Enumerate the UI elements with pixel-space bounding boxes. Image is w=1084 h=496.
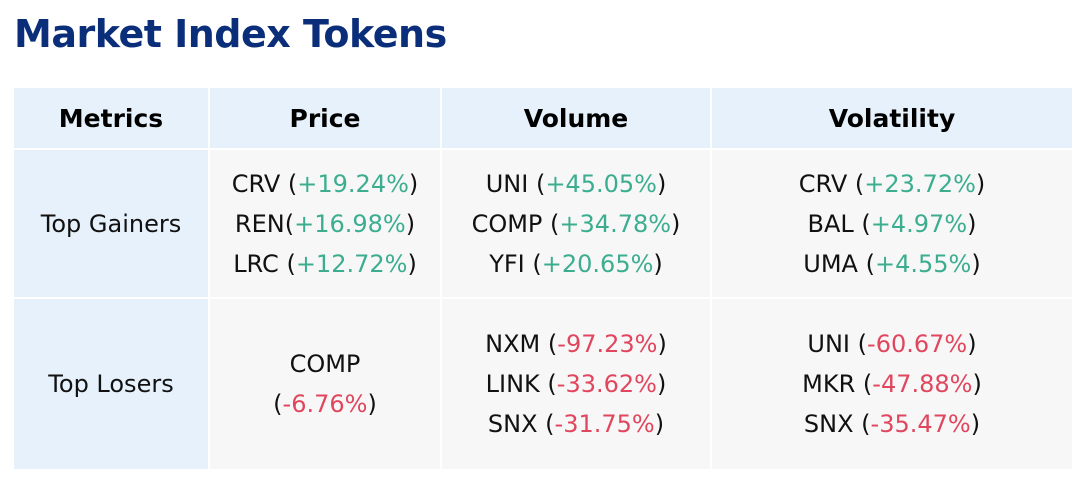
gainers-price-cell: CRV (+19.24%) REN(+16.98%) LRC (+12.72%)	[210, 150, 442, 299]
list-item: BAL (+4.97%)	[807, 209, 977, 238]
header-row: Metrics Price Volume Volatility	[14, 88, 1074, 150]
list-item: COMP	[289, 350, 361, 378]
list-item: (-6.76%)	[273, 390, 377, 418]
losers-price-cell: COMP (-6.76%)	[210, 299, 442, 471]
list-item: YFI (+20.65%)	[489, 249, 663, 278]
list-item: UNI (+45.05%)	[485, 169, 667, 198]
list-item: SNX (-35.47%)	[803, 410, 981, 438]
market-table: Metrics Price Volume Volatility Top Gain…	[14, 88, 1074, 471]
header-volatility: Volatility	[712, 88, 1074, 150]
list-item: SNX (-31.75%)	[487, 410, 665, 438]
row-label-losers: Top Losers	[14, 299, 210, 471]
header-price: Price	[210, 88, 442, 150]
list-item: CRV (+19.24%)	[231, 169, 419, 198]
list-item: MKR (-47.88%)	[802, 370, 982, 398]
gainers-volume-cell: UNI (+45.05%) COMP (+34.78%) YFI (+20.65…	[442, 150, 712, 299]
list-item: LRC (+12.72%)	[233, 249, 417, 278]
table-row-gainers: Top Gainers CRV (+19.24%) REN(+16.98%) L…	[14, 150, 1074, 299]
list-item: REN(+16.98%)	[234, 209, 416, 238]
list-item: LINK (-33.62%)	[485, 370, 667, 398]
list-item: UNI (-60.67%)	[807, 330, 977, 358]
list-item: UMA (+4.55%)	[803, 249, 981, 278]
losers-volatility-cell: UNI (-60.67%) MKR (-47.88%) SNX (-35.47%…	[712, 299, 1074, 471]
header-volume: Volume	[442, 88, 712, 150]
list-item: CRV (+23.72%)	[798, 169, 986, 198]
table-row-losers: Top Losers COMP (-6.76%) NXM (-97.23%) L…	[14, 299, 1074, 471]
header-metrics: Metrics	[14, 88, 210, 150]
losers-volume-cell: NXM (-97.23%) LINK (-33.62%) SNX (-31.75…	[442, 299, 712, 471]
gainers-volatility-cell: CRV (+23.72%) BAL (+4.97%) UMA (+4.55%)	[712, 150, 1074, 299]
page-title: Market Index Tokens	[14, 12, 447, 56]
list-item: NXM (-97.23%)	[485, 330, 667, 358]
list-item: COMP (+34.78%)	[471, 209, 681, 238]
row-label-gainers: Top Gainers	[14, 150, 210, 299]
